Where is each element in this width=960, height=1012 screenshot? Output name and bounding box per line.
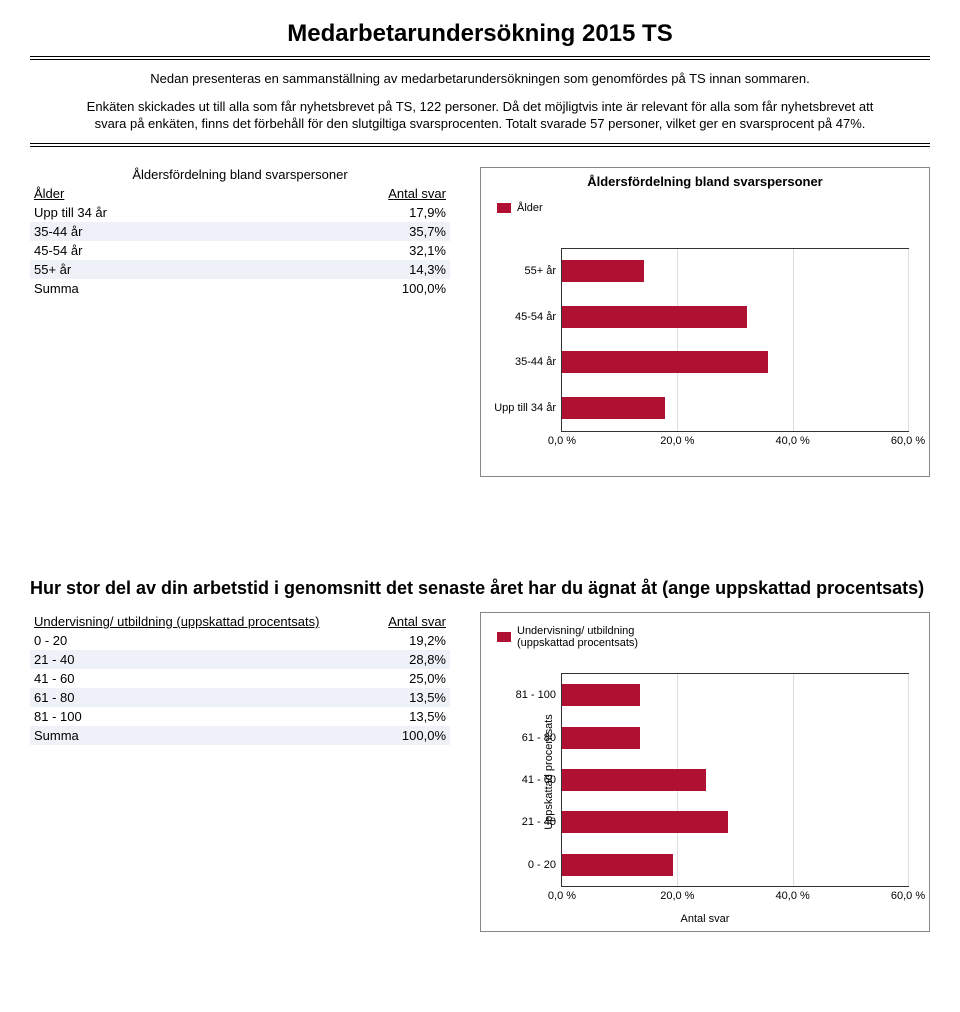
teach-table-col1: Undervisning/ utbildning (uppskattad pro…: [30, 612, 373, 631]
x-tick: 0,0 %: [548, 890, 576, 902]
teach-chart-legend: Undervisning/ utbildning (uppskattad pro…: [497, 625, 638, 649]
legend-text: Undervisning/ utbildning (uppskattad pro…: [517, 625, 638, 649]
divider: [30, 56, 930, 57]
x-axis-title: Antal svar: [481, 913, 929, 925]
age-section: Åldersfördelning bland svarspersoner Åld…: [30, 167, 930, 477]
age-chart: Åldersfördelning bland svarspersoner Åld…: [480, 167, 930, 477]
age-table: Ålder Antal svar Upp till 34 år17,9% 35-…: [30, 184, 450, 298]
y-tick: 0 - 20: [528, 859, 556, 871]
cell: 17,9%: [262, 203, 450, 222]
cell: 13,5%: [373, 688, 450, 707]
table-row: 21 - 4028,8%: [30, 650, 450, 669]
bar: [562, 727, 640, 749]
age-table-caption: Åldersfördelning bland svarspersoner: [30, 167, 450, 182]
cell: 55+ år: [30, 260, 262, 279]
cell: 41 - 60: [30, 669, 373, 688]
question-heading: Hur stor del av din arbetstid i genomsni…: [30, 577, 930, 600]
intro-paragraph-2: Enkäten skickades ut till alla som får n…: [70, 98, 890, 133]
cell: 100,0%: [373, 726, 450, 745]
cell: 32,1%: [262, 241, 450, 260]
y-tick: 21 - 40: [522, 816, 556, 828]
y-tick: 41 - 60: [522, 774, 556, 786]
y-tick: 61 - 80: [522, 732, 556, 744]
x-tick: 60,0 %: [891, 890, 925, 902]
bar: [562, 684, 640, 706]
teach-section: Undervisning/ utbildning (uppskattad pro…: [30, 612, 930, 932]
divider: [30, 143, 930, 144]
age-table-col2: Antal svar: [262, 184, 450, 203]
cell: 13,5%: [373, 707, 450, 726]
cell: 81 - 100: [30, 707, 373, 726]
table-row: 41 - 6025,0%: [30, 669, 450, 688]
cell: 21 - 40: [30, 650, 373, 669]
table-row: 0 - 2019,2%: [30, 631, 450, 650]
bar: [562, 397, 665, 419]
legend-line1: Undervisning/ utbildning: [517, 625, 634, 637]
teach-plot-area: 0,0 %20,0 %40,0 %60,0 %81 - 10061 - 8041…: [561, 673, 909, 887]
teach-chart: Undervisning/ utbildning (uppskattad pro…: [480, 612, 930, 932]
legend-swatch-icon: [497, 203, 511, 213]
age-table-col1: Ålder: [30, 184, 262, 203]
table-row: 55+ år14,3%: [30, 260, 450, 279]
age-chart-title: Åldersfördelning bland svarspersoner: [481, 174, 929, 189]
table-row: Summa100,0%: [30, 726, 450, 745]
cell: 0 - 20: [30, 631, 373, 650]
table-row: 81 - 10013,5%: [30, 707, 450, 726]
x-tick: 20,0 %: [660, 435, 694, 447]
table-row: 61 - 8013,5%: [30, 688, 450, 707]
y-tick: 55+ år: [525, 265, 557, 277]
legend-line2: (uppskattad procentsats): [517, 637, 638, 649]
cell: 100,0%: [262, 279, 450, 298]
bar: [562, 351, 768, 373]
table-row: Summa100,0%: [30, 279, 450, 298]
cell: 25,0%: [373, 669, 450, 688]
cell: Upp till 34 år: [30, 203, 262, 222]
x-tick: 40,0 %: [776, 435, 810, 447]
x-tick: 20,0 %: [660, 890, 694, 902]
teach-table-wrap: Undervisning/ utbildning (uppskattad pro…: [30, 612, 450, 745]
bar: [562, 260, 644, 282]
cell: 35,7%: [262, 222, 450, 241]
age-plot-area: 0,0 %20,0 %40,0 %60,0 %55+ år45-54 år35-…: [561, 248, 909, 432]
bar: [562, 769, 706, 791]
cell: 61 - 80: [30, 688, 373, 707]
cell: 28,8%: [373, 650, 450, 669]
bar: [562, 854, 673, 876]
x-tick: 40,0 %: [776, 890, 810, 902]
table-row: Upp till 34 år17,9%: [30, 203, 450, 222]
cell: 19,2%: [373, 631, 450, 650]
bar: [562, 811, 728, 833]
cell: 35-44 år: [30, 222, 262, 241]
x-tick: 60,0 %: [891, 435, 925, 447]
y-tick: 35-44 år: [515, 356, 556, 368]
divider: [30, 59, 930, 60]
intro-paragraph-1: Nedan presenteras en sammanställning av …: [70, 70, 890, 88]
table-row: 35-44 år35,7%: [30, 222, 450, 241]
y-tick: Upp till 34 år: [494, 402, 556, 414]
legend-swatch-icon: [497, 632, 511, 642]
y-tick: 45-54 år: [515, 311, 556, 323]
cell: Summa: [30, 279, 262, 298]
cell: 14,3%: [262, 260, 450, 279]
cell: Summa: [30, 726, 373, 745]
x-tick: 0,0 %: [548, 435, 576, 447]
bar: [562, 306, 747, 328]
cell: 45-54 år: [30, 241, 262, 260]
age-table-wrap: Åldersfördelning bland svarspersoner Åld…: [30, 167, 450, 298]
teach-table-col2: Antal svar: [373, 612, 450, 631]
page-title: Medarbetarundersökning 2015 TS: [30, 20, 930, 48]
age-chart-legend: Ålder: [497, 202, 543, 214]
teach-table: Undervisning/ utbildning (uppskattad pro…: [30, 612, 450, 745]
legend-text: Ålder: [517, 202, 543, 214]
y-tick: 81 - 100: [516, 689, 556, 701]
table-row: 45-54 år32,1%: [30, 241, 450, 260]
divider: [30, 146, 930, 147]
